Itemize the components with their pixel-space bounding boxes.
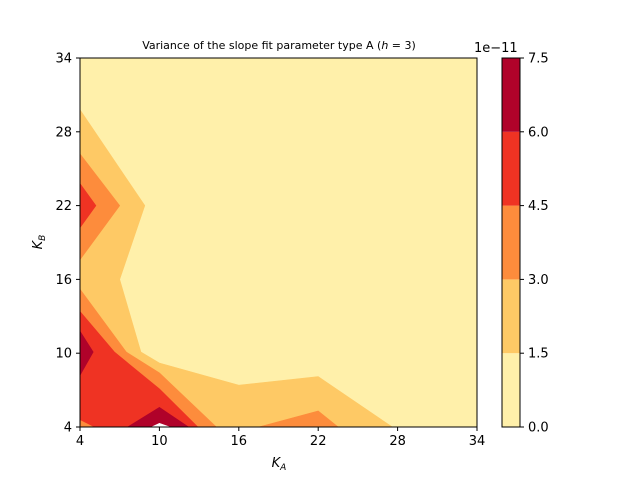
colorbar-tick-label: 6.0 (528, 125, 549, 140)
y-tick-label: 16 (55, 273, 72, 288)
colorbar-band-3 (502, 131, 520, 206)
y-tick-label: 28 (55, 125, 72, 140)
plot-frame (79, 57, 478, 428)
x-tick-label: 4 (76, 434, 84, 449)
y-tick-label: 4 (64, 421, 72, 436)
colorbar-tick-label: 7.5 (528, 52, 549, 67)
x-axis: 4 10 16 22 28 34 (76, 427, 485, 449)
y-tick-label: 10 (55, 347, 72, 362)
colorbar-band-4 (502, 58, 520, 132)
x-tick-label: 34 (469, 434, 486, 449)
colorbar-tick-label: 1.5 (528, 347, 549, 362)
y-tick-label: 22 (55, 199, 72, 214)
x-tick-label: 16 (231, 434, 248, 449)
y-axis-label: KB (31, 235, 48, 250)
y-tick-label: 34 (55, 52, 72, 67)
colorbar-band-1 (502, 279, 520, 354)
colorbar-band-2 (502, 205, 520, 280)
chart-title: Variance of the slope fit parameter type… (142, 39, 416, 52)
colorbar-tick-label: 0.0 (528, 421, 549, 436)
colorbar-exponent: 1e−11 (474, 41, 518, 56)
colorbar-tick-label: 3.0 (528, 273, 549, 288)
colorbar-tick-label: 4.5 (528, 199, 549, 214)
y-axis: 4 10 16 22 28 34 (55, 52, 80, 436)
x-tick-label: 28 (389, 434, 406, 449)
x-tick-label: 10 (151, 434, 168, 449)
x-axis-label: KA (272, 456, 287, 473)
colorbar-band-0 (502, 353, 520, 427)
x-tick-label: 22 (310, 434, 327, 449)
colorbar-frame (501, 57, 521, 428)
colorbar: 0.0 1.5 3.0 4.5 6.0 7.5 (501, 52, 549, 436)
